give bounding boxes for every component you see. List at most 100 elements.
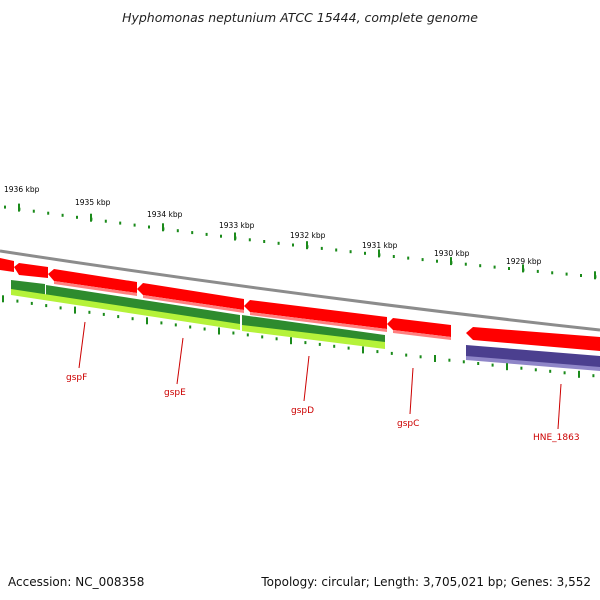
ruler-major-tick <box>306 241 308 250</box>
gene-labels: gspF gspE gspD gspC HNE_1863 <box>66 373 580 443</box>
ruler-label-1933: 1933 kbp <box>219 221 255 230</box>
lower-track-tick <box>275 337 278 341</box>
ruler-tick <box>191 231 194 235</box>
ruler-minor-ticks <box>4 205 597 279</box>
genome-backbone <box>0 249 600 332</box>
cds-feature <box>48 269 137 293</box>
map-title: Hyphomonas neptunium ATCC 15444, complet… <box>122 10 478 25</box>
gene-label-gspD: gspD <box>291 406 314 416</box>
lower-track-tick <box>448 358 451 362</box>
gene-label-HNE_1863: HNE_1863 <box>533 433 580 443</box>
lower-track-tick <box>45 304 48 308</box>
ruler-tick <box>119 221 122 225</box>
lower-track-tick <box>203 327 206 331</box>
ruler-tick <box>407 256 410 260</box>
lower-track-tick <box>333 344 336 348</box>
ruler-major-tick <box>450 257 452 266</box>
lower-track-tick <box>88 310 91 314</box>
ruler-tick <box>349 250 352 254</box>
ruler-major-tick <box>18 203 20 212</box>
lower-track-tick <box>160 321 163 325</box>
gene-label-leaders <box>78 321 562 430</box>
ruler-tick <box>392 255 395 258</box>
leader-HNE_1863 <box>557 383 562 430</box>
ruler-tick <box>176 229 179 233</box>
lower-track-tick <box>304 341 307 345</box>
gene-feature-light <box>242 325 385 349</box>
lower-track-tick <box>74 306 76 314</box>
lower-track-tick <box>59 306 62 310</box>
ruler-tick <box>4 205 6 209</box>
lower-track-tick <box>549 369 552 373</box>
lower-track-tick <box>174 323 177 327</box>
lower-dotted-track <box>2 295 595 378</box>
ruler-major-tick <box>234 232 236 241</box>
gene-label-gspC: gspC <box>397 419 419 429</box>
gene-label-gspE: gspE <box>164 388 186 398</box>
ruler-label-1932: 1932 kbp <box>290 231 326 240</box>
lower-track-tick <box>390 351 393 355</box>
ruler-tick <box>76 215 78 219</box>
ruler-tick <box>292 243 294 247</box>
lower-track-tick <box>131 317 134 321</box>
ruler-tick <box>580 274 582 277</box>
lower-track-tick <box>434 355 436 362</box>
ruler-tick <box>248 238 251 242</box>
cds-feature <box>244 300 387 329</box>
leader-gspE <box>176 337 184 385</box>
lower-track-tick <box>16 299 19 303</box>
leader-gspF <box>78 321 86 369</box>
ruler-tick <box>493 265 496 269</box>
lower-track-tick <box>189 325 192 329</box>
cds-feature <box>137 283 244 310</box>
ruler-label-1935: 1935 kbp <box>75 198 111 207</box>
cds-feature <box>0 258 14 272</box>
ruler-tick <box>277 241 280 245</box>
gene-label-gspF: gspF <box>66 373 87 383</box>
lower-track-tick <box>578 370 580 378</box>
cds-feature <box>466 327 600 351</box>
other-feature <box>466 345 600 370</box>
lower-track-tick <box>506 363 508 371</box>
ruler-tick <box>335 248 338 252</box>
lower-track-tick <box>318 342 321 346</box>
cds-track <box>0 258 600 351</box>
lower-track-tick <box>232 331 235 335</box>
ruler-tick <box>421 258 424 262</box>
cds-highlight <box>54 281 137 296</box>
ruler-label-1929: 1929 kbp <box>506 257 542 266</box>
ruler-tick <box>364 251 366 255</box>
lower-track-tick <box>534 368 537 372</box>
lower-track-tick <box>218 327 220 335</box>
leader-gspC <box>409 367 414 415</box>
lower-track-tick <box>477 362 480 365</box>
cds-feature <box>387 318 451 337</box>
lower-track-tick <box>246 333 249 337</box>
ruler-label-1934: 1934 kbp <box>147 210 183 219</box>
ruler-tick <box>104 219 107 223</box>
ruler-tick <box>565 272 568 276</box>
ruler-major-tick <box>90 213 92 222</box>
accession-label: Accession: NC_008358 <box>8 575 145 589</box>
ruler-major-tick <box>522 264 524 273</box>
ruler-tick <box>436 259 438 263</box>
lower-track-tick <box>462 360 465 364</box>
lower-track-tick <box>419 355 422 359</box>
lower-track-tick <box>261 335 264 339</box>
ruler-major-tick <box>162 223 164 232</box>
lower-track-tick <box>362 346 364 354</box>
ruler-tick <box>479 264 482 268</box>
lower-track-tick <box>347 346 350 350</box>
lower-track-tick <box>491 363 494 367</box>
lower-track-tick <box>102 312 105 316</box>
ruler-tick <box>320 246 323 250</box>
ruler-major-ticks <box>18 203 596 280</box>
cds-highlight <box>250 312 387 332</box>
ruler-tick <box>508 267 510 270</box>
ruler-tick <box>32 209 35 213</box>
ruler-major-tick <box>594 271 596 280</box>
ruler-labels: 1936 kbp 1935 kbp 1934 kbp 1933 kbp 1932… <box>4 185 542 266</box>
lower-track-tick <box>376 350 379 354</box>
ruler-tick <box>148 225 150 229</box>
